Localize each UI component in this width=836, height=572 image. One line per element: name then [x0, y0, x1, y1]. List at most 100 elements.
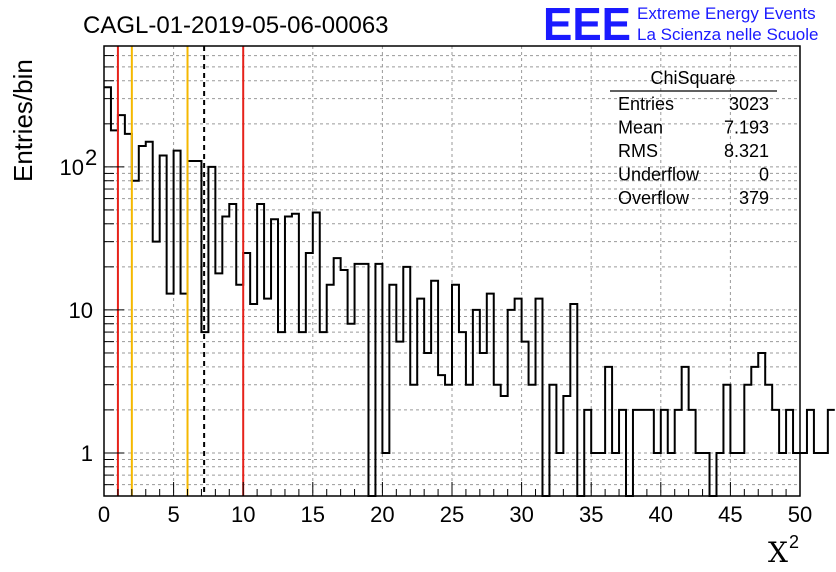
histogram-bin — [194, 161, 201, 496]
stats-value: 8.321 — [724, 141, 769, 161]
histogram-bin — [807, 410, 814, 496]
histogram-bin — [111, 130, 118, 496]
histogram-bin — [466, 385, 473, 496]
histogram-bin — [431, 281, 438, 496]
logo-line-1: Extreme Energy Events — [637, 4, 816, 23]
histogram-bin — [188, 161, 195, 496]
x-tick-label: 20 — [370, 502, 394, 527]
histogram-bin — [765, 385, 772, 496]
eee-logo: EEE Extreme Energy Events La Scienza nel… — [543, 0, 818, 50]
histogram-bin — [285, 216, 292, 496]
histogram-bin — [362, 264, 369, 496]
x-tick-label: 30 — [509, 502, 533, 527]
histogram-bin — [424, 353, 431, 496]
histogram-bin — [153, 242, 160, 496]
histogram-bin — [723, 385, 730, 496]
x-tick-label: 0 — [98, 502, 110, 527]
histogram-bin — [828, 410, 835, 496]
histogram-bin — [445, 385, 452, 496]
histogram-bin — [800, 453, 807, 496]
histogram-bin — [271, 219, 278, 496]
stats-label: Underflow — [618, 165, 700, 185]
histogram-bin — [118, 115, 125, 496]
x-tick-label: 35 — [579, 502, 603, 527]
histogram-bin — [821, 453, 828, 496]
y-tick-label: 1 — [81, 441, 93, 466]
histogram-bin — [459, 332, 466, 496]
stats-label: Mean — [618, 118, 663, 138]
y-tick-label: 10 — [60, 155, 84, 180]
histogram-bin — [605, 367, 612, 496]
stats-value: 7.193 — [724, 118, 769, 138]
reference-lines — [116, 46, 245, 496]
histogram-bin — [292, 214, 299, 496]
histogram-outline — [104, 86, 835, 497]
histogram-bin — [494, 385, 501, 496]
histogram-bin — [473, 310, 480, 496]
histogram-bin — [751, 367, 758, 496]
x-axis-superscript: 2 — [789, 532, 799, 552]
histogram-bins — [104, 86, 835, 497]
stats-label: Entries — [618, 94, 674, 114]
histogram-bin — [222, 216, 229, 496]
histogram-bin — [508, 310, 515, 496]
histogram-bin — [758, 353, 765, 496]
stats-value: 0 — [759, 165, 769, 185]
stats-label: RMS — [618, 141, 658, 161]
histogram-bin — [529, 385, 536, 496]
histogram-bin — [814, 453, 821, 496]
histogram-bin — [563, 396, 570, 496]
histogram-bin — [341, 270, 348, 496]
x-tick-label: 15 — [301, 502, 325, 527]
histogram-bin — [744, 385, 751, 496]
stats-value: 3023 — [729, 94, 769, 114]
y-axis-label: Entries/bin — [8, 59, 38, 182]
histogram-bin — [257, 204, 264, 496]
histogram-bin — [229, 204, 236, 496]
histogram-bin — [132, 181, 139, 496]
histogram-bin — [396, 342, 403, 496]
histogram-bin — [208, 167, 215, 496]
x-tick-label: 45 — [718, 502, 742, 527]
logo-letters: EEE — [543, 0, 631, 50]
histogram-bin — [125, 134, 132, 496]
stats-rows: Entries 3023 Mean 7.193 RMS 8.321 Underflow 0 Ov… — [618, 94, 769, 208]
x-axis-symbol: X — [768, 536, 788, 569]
histogram-bin — [146, 142, 153, 496]
histogram-bin — [375, 264, 382, 496]
histogram-bin — [104, 87, 111, 496]
histogram-bin — [278, 332, 285, 496]
histogram-bin — [410, 385, 417, 496]
x-tick-label: 25 — [440, 502, 464, 527]
x-axis-label: X 2 — [768, 532, 799, 569]
histogram-bin — [438, 375, 445, 496]
x-tick-label: 5 — [167, 502, 179, 527]
x-tick-label: 40 — [649, 502, 673, 527]
histogram-bin — [299, 332, 306, 496]
histogram-bin — [480, 353, 487, 496]
y-tick-exponent: 2 — [85, 145, 97, 170]
histogram-bin — [313, 212, 320, 496]
histogram-bin — [320, 332, 327, 496]
stats-value: 379 — [739, 188, 769, 208]
histogram-bin — [160, 156, 167, 496]
stats-label: Overflow — [618, 188, 690, 208]
y-tick-label: 10 — [69, 298, 93, 323]
x-tick-labels: 0 5 10 15 20 25 30 35 40 45 50 — [98, 502, 812, 527]
axis-ticks — [103, 55, 801, 496]
chart-title: CAGL-01-2019-05-06-00063 — [83, 12, 389, 39]
x-tick-label: 10 — [231, 502, 255, 527]
histogram-bin — [682, 367, 689, 496]
histogram-bin — [501, 396, 508, 496]
histogram-bin — [334, 258, 341, 496]
stats-box: ChiSquare Entries 3023 Mean 7.193 RMS 8.321 Un… — [610, 68, 777, 208]
x-tick-label: 50 — [788, 502, 812, 527]
histogram-bin — [549, 385, 556, 496]
histogram-bin — [522, 342, 529, 496]
logo-line-2: La Scienza nelle Scuole — [637, 25, 818, 44]
stats-title: ChiSquare — [650, 68, 735, 88]
histogram-bin — [403, 267, 410, 496]
histogram-bin — [355, 264, 362, 496]
